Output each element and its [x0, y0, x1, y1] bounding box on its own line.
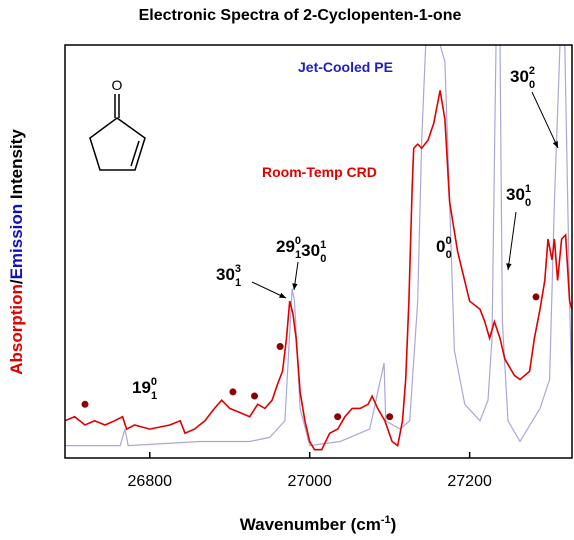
- annotation-arrow: [507, 211, 517, 271]
- arrow-head: [292, 283, 298, 290]
- annotation-sub: 0: [525, 197, 531, 209]
- annotation-base: 0: [436, 237, 445, 256]
- annotation-sup: 2: [529, 65, 535, 77]
- arrow-head: [279, 292, 286, 298]
- y-axis-label: Absorption/Emission Intensity: [7, 129, 26, 375]
- annotation-arrow: [531, 91, 559, 149]
- annotation-sup: 0: [151, 376, 157, 388]
- annotation-sup: 1: [525, 183, 531, 195]
- annotation-sub: 0: [446, 249, 452, 261]
- molecule: [89, 94, 146, 171]
- x-tick-label: 27200: [447, 473, 492, 490]
- marker-dot: [251, 392, 259, 400]
- marker-dot: [81, 400, 89, 408]
- x-label-tail: ): [391, 515, 397, 534]
- annotation-sub: 0: [320, 253, 326, 265]
- annotation-sub: 0: [529, 79, 535, 91]
- annotation-base: 19: [132, 378, 151, 397]
- y-label-part: Emission: [7, 204, 26, 280]
- arrow-head: [506, 263, 512, 270]
- y-label-part: Absorption: [7, 284, 26, 375]
- annotation-base: 30: [506, 185, 525, 204]
- x-axis-label: Wavenumber (cm-1): [240, 514, 397, 534]
- marker-dot: [334, 413, 342, 421]
- annotation: 290 1301 0: [276, 235, 326, 265]
- x-tick-label: 27000: [287, 473, 332, 490]
- x-label-text: Wavenumber (cm: [240, 515, 381, 534]
- annotation: 301 0: [506, 183, 531, 209]
- series-label: Jet-Cooled PE: [298, 59, 393, 75]
- arrow-head: [552, 141, 558, 148]
- annotation-sup: 0: [295, 235, 301, 247]
- annotation: 00 0: [436, 235, 452, 261]
- spectrum-line: [65, 90, 572, 451]
- spectrum-line: [65, 45, 572, 447]
- atom-label: O: [112, 77, 123, 93]
- annotation: 303 1: [216, 263, 241, 289]
- annotation-base: 30: [301, 241, 320, 260]
- annotation-sup: 1: [320, 239, 326, 251]
- x-tick-label: 26800: [128, 473, 173, 490]
- annotation: 190 1: [132, 376, 157, 402]
- x-label-sup: -1: [381, 514, 391, 526]
- chart-title: Electronic Spectra of 2-Cyclopenten-1-on…: [139, 7, 462, 24]
- y-label-part: Intensity: [7, 129, 26, 204]
- annotation-sub: 1: [235, 277, 241, 289]
- annotation-sub: 1: [151, 390, 157, 402]
- annotation-base: 29: [276, 237, 295, 256]
- annotation: 302 0: [510, 65, 535, 91]
- marker-dot: [276, 342, 284, 350]
- marker-dot: [386, 413, 394, 421]
- marker-dot: [532, 293, 540, 301]
- plot-frame: [64, 44, 573, 459]
- annotation-base: 30: [216, 265, 235, 284]
- annotation-sup: 3: [235, 263, 241, 275]
- plot-area: [65, 45, 572, 451]
- series-label: Room-Temp CRD: [262, 164, 377, 180]
- marker-dot: [229, 388, 237, 396]
- y-label-part: /: [7, 279, 26, 284]
- annotation-sub: 1: [295, 249, 301, 261]
- annotation-base: 30: [510, 67, 529, 86]
- annotation-sup: 0: [445, 235, 451, 247]
